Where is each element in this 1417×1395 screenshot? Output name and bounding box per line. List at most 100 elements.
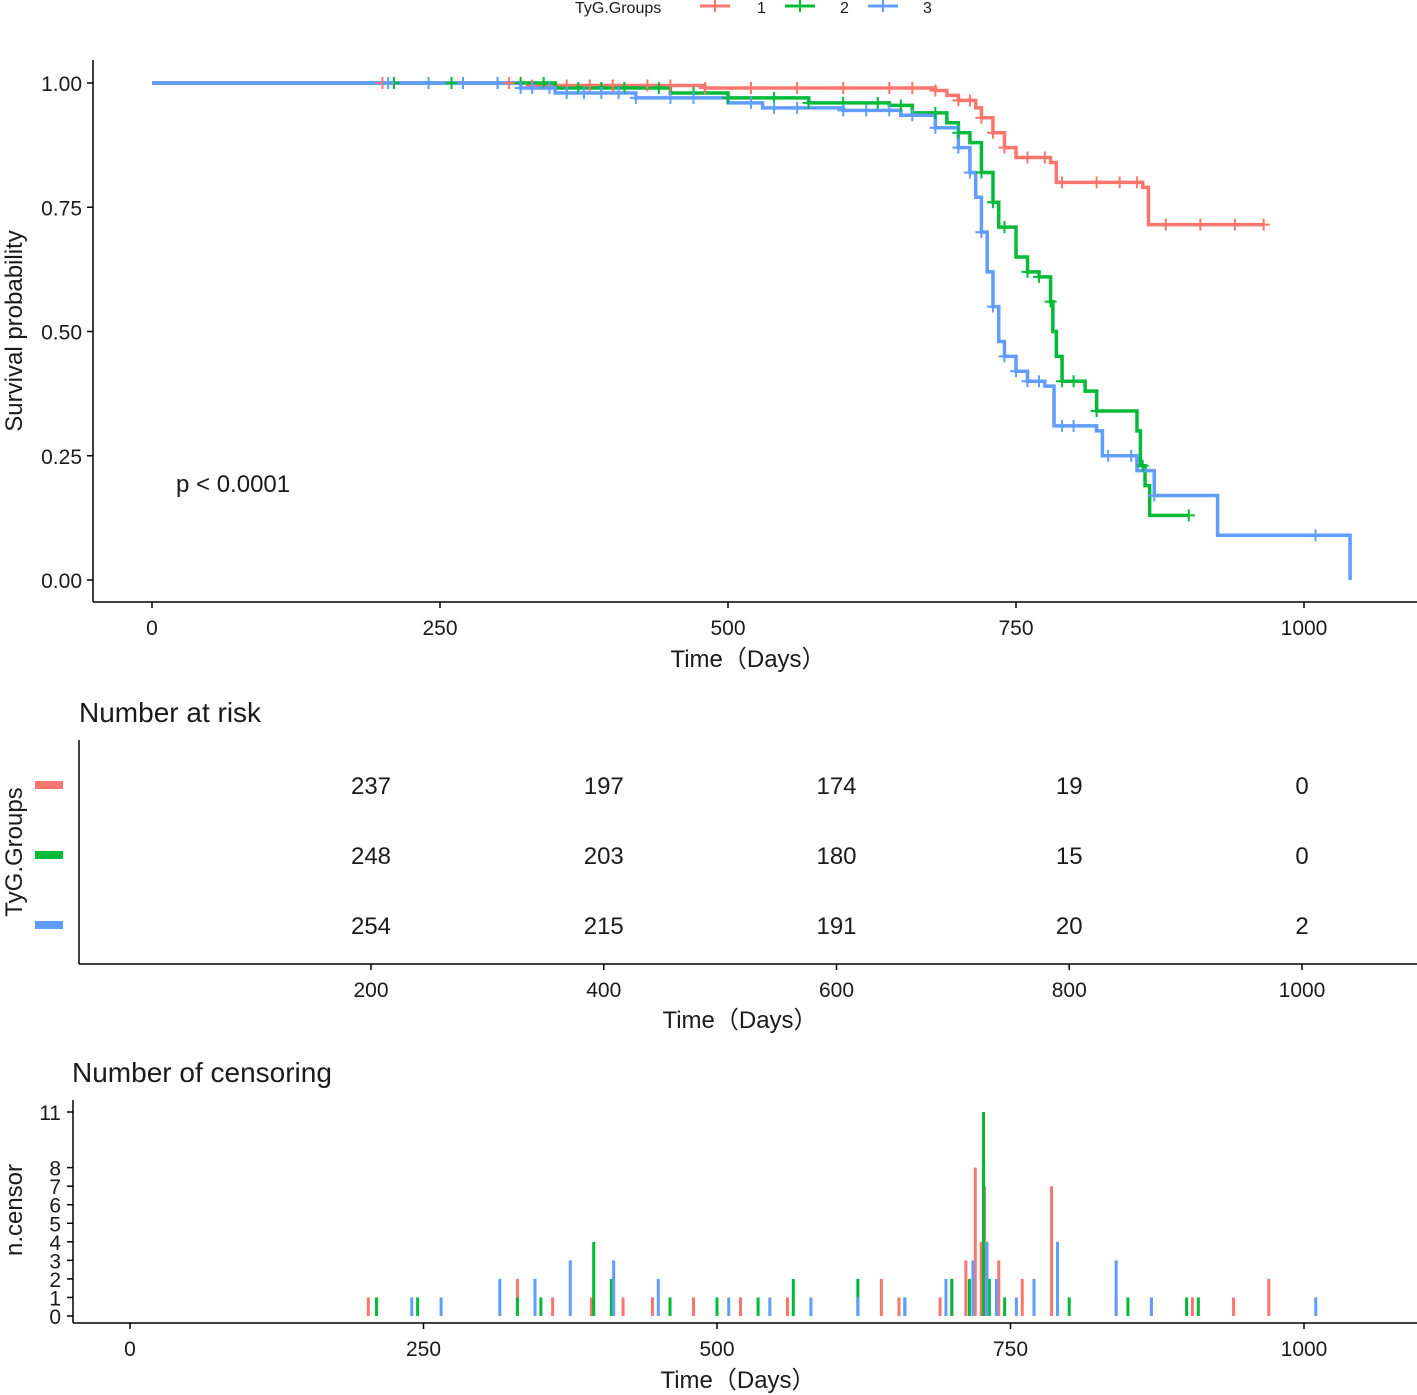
- censor-mark-group-1: [664, 79, 677, 92]
- censor-mark-group-3: [687, 91, 700, 104]
- survival-curve-group-2: [152, 81, 1189, 518]
- risk-row-key-1: [35, 781, 63, 789]
- censoring-bar-group-1: [938, 1297, 942, 1316]
- survival-x-label: Time（Days）: [670, 646, 825, 673]
- censoring-bar-group-1: [785, 1297, 789, 1316]
- censor-mark-group-3: [1010, 365, 1022, 378]
- censor-mark-group-3: [1309, 529, 1322, 542]
- risk-value-group-1: 0: [1295, 773, 1308, 800]
- censor-mark-group-1: [1056, 176, 1069, 189]
- censoring-bar-group-1: [551, 1297, 555, 1316]
- censor-mark-group-3: [1056, 419, 1069, 432]
- censor-mark-group-2: [1044, 295, 1057, 308]
- censoring-bar-group-1: [879, 1278, 883, 1316]
- censoring-x-label: Time（Days）: [660, 1367, 815, 1394]
- censoring-bar-group-3: [903, 1297, 907, 1316]
- censor-mark-group-2: [975, 166, 988, 179]
- risk-value-group-1: 237: [351, 773, 391, 800]
- censor-mark-group-2: [986, 196, 999, 209]
- censoring-bar-group-1: [1190, 1297, 1194, 1316]
- censor-mark-group-3: [382, 77, 395, 89]
- risk-table-x-tick-label: 1000: [1279, 979, 1326, 1002]
- risk-value-group-2: 0: [1295, 843, 1308, 870]
- censoring-bar-group-1: [738, 1297, 742, 1316]
- censor-mark-group-3: [612, 86, 625, 99]
- censor-mark-group-2: [1056, 375, 1069, 388]
- censoring-bar-group-2: [791, 1278, 795, 1316]
- censoring-bar-group-3: [1114, 1260, 1118, 1316]
- legend-label-1: 1: [757, 0, 766, 17]
- censoring-bar-group-1: [973, 1167, 977, 1316]
- survival-y-tick-label: 0.25: [41, 446, 82, 469]
- censoring-bar-group-3: [809, 1297, 813, 1316]
- censor-mark-group-2: [722, 91, 734, 104]
- risk-table-rows: 237 197 174 19 0 248 203 180 15 0 254 215 191 20 2: [35, 773, 1309, 940]
- censor-mark-group-1: [1257, 218, 1270, 231]
- risk-value-group-2: 180: [816, 843, 856, 870]
- survival-y-tick-label: 1.00: [41, 73, 82, 96]
- censor-mark-group-2: [1136, 459, 1149, 472]
- censor-mark-group-3: [578, 86, 590, 99]
- censoring-bar-group-1: [589, 1297, 593, 1316]
- censoring-bar-group-3: [498, 1278, 502, 1316]
- censor-mark-group-1: [583, 79, 596, 92]
- censor-mark-group-2: [1182, 509, 1195, 522]
- censor-mark-group-3: [457, 77, 470, 89]
- censoring-bar-group-2: [1067, 1297, 1071, 1316]
- censor-mark-group-1: [929, 84, 942, 97]
- legend-title: TyG.Groups: [575, 0, 661, 17]
- survival-curve-group-3: [152, 81, 1352, 580]
- censoring-bar-group-3: [612, 1260, 616, 1316]
- survival-panel: 0.00 0.25 0.50 0.75 1.00 0 250 500 750 1000 Time…: [1, 60, 1417, 673]
- censor-mark-group-3: [526, 81, 539, 94]
- risk-value-group-1: 174: [816, 773, 856, 800]
- censor-mark-group-1: [986, 126, 999, 139]
- survival-censor-marks: [376, 77, 1322, 542]
- censor-mark-group-1: [837, 81, 850, 94]
- legend: TyG.Groups 1 2 3: [575, 0, 932, 17]
- legend-label-2: 2: [840, 0, 849, 17]
- censoring-y-label: n.censor: [1, 1164, 28, 1256]
- censor-mark-group-3: [1021, 375, 1034, 388]
- survival-x-tick-label: 750: [998, 617, 1033, 640]
- censor-mark-group-1: [975, 111, 988, 124]
- censoring-bar-group-2: [668, 1297, 672, 1316]
- risk-row-key-3: [35, 921, 63, 929]
- censor-mark-group-2: [952, 126, 965, 139]
- risk-value-group-2: 15: [1056, 843, 1083, 870]
- censoring-title: Number of censoring: [72, 1057, 332, 1088]
- censor-mark-group-3: [952, 141, 965, 154]
- censor-mark-group-2: [894, 99, 907, 112]
- censor-mark-group-2: [929, 106, 942, 119]
- censor-mark-group-2: [445, 77, 458, 89]
- censoring-bar-group-3: [410, 1297, 414, 1316]
- censoring-bar-group-3: [568, 1260, 572, 1316]
- censor-mark-group-2: [1067, 375, 1080, 388]
- censoring-bar-group-2: [1126, 1297, 1130, 1316]
- legend-label-3: 3: [923, 0, 932, 17]
- censor-mark-group-1: [1021, 151, 1034, 164]
- censoring-bar-group-2: [1003, 1297, 1007, 1316]
- censoring-bar-group-3: [1149, 1297, 1153, 1316]
- survival-y-tick-label: 0.75: [41, 197, 82, 220]
- censoring-y-tick-label: 0: [49, 1306, 61, 1329]
- censor-mark-group-2: [998, 221, 1011, 234]
- censor-mark-group-3: [860, 104, 873, 117]
- censor-mark-group-3: [491, 77, 504, 89]
- censoring-bar-group-2: [950, 1278, 954, 1316]
- censoring-bar-group-3: [971, 1260, 975, 1316]
- censor-mark-group-3: [768, 101, 781, 114]
- censoring-bar-group-3: [985, 1241, 989, 1316]
- censor-mark-group-1: [1090, 176, 1103, 189]
- censor-mark-group-3: [629, 91, 642, 104]
- censoring-x-tick-label: 750: [993, 1338, 1028, 1361]
- censor-mark-group-3: [963, 166, 976, 179]
- risk-value-group-2: 248: [351, 843, 391, 870]
- censor-mark-group-3: [986, 300, 999, 313]
- censor-mark-group-3: [1102, 449, 1115, 462]
- censor-mark-group-2: [1033, 270, 1046, 283]
- censor-mark-group-2: [1021, 265, 1034, 278]
- censoring-y-tick-label: 11: [39, 1102, 61, 1125]
- censoring-bar-group-1: [1267, 1278, 1271, 1316]
